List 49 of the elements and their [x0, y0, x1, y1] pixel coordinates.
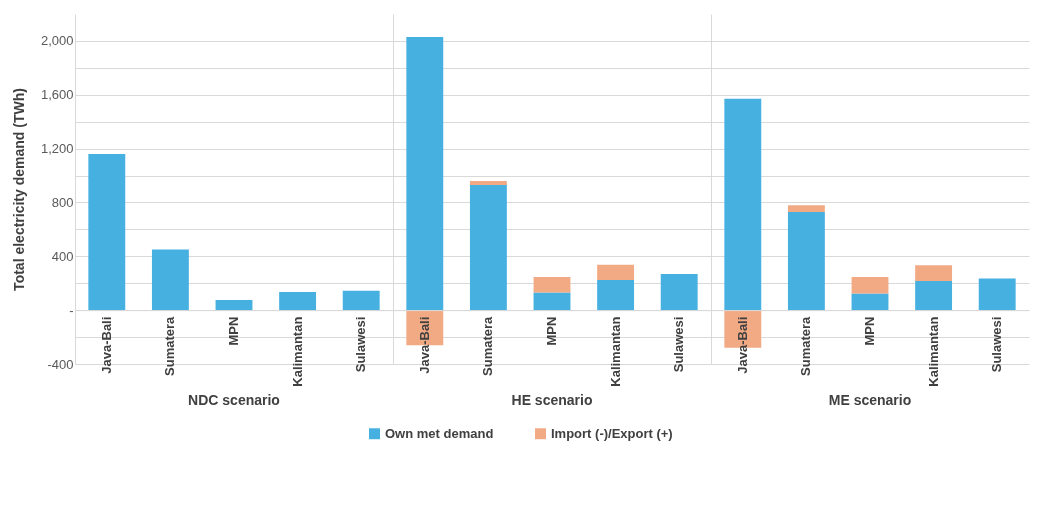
bar [533, 292, 571, 311]
bar [279, 291, 317, 311]
x-axis-title: NDC scenario [188, 392, 280, 409]
bar [915, 281, 953, 311]
bar [342, 290, 380, 311]
bar [469, 180, 507, 185]
y-tick-label: - [69, 302, 74, 318]
legend-label: Import (-)/Export (+) [551, 425, 673, 441]
x-tick-label: Kalimantan [607, 316, 623, 387]
bar [88, 154, 126, 311]
y-tick-label: 1,600 [40, 87, 74, 103]
x-tick-label: Sulawesi [353, 316, 369, 373]
bar [660, 273, 698, 311]
y-tick-label: 800 [51, 194, 74, 210]
bar [469, 184, 507, 311]
x-tick-label: Kalimantan [925, 316, 941, 387]
x-tick-label: Java-Bali [734, 316, 750, 374]
legend-label: Own met demand [385, 425, 494, 441]
x-tick-label: Sumatera [162, 315, 178, 376]
x-axis-title: ME scenario [828, 392, 912, 409]
bar [597, 264, 635, 280]
x-tick-label: Sumatera [798, 315, 814, 376]
x-tick-label: Sumatera [480, 315, 496, 376]
bar [915, 265, 953, 282]
bar [851, 293, 889, 311]
y-tick-label: 1,200 [40, 141, 74, 157]
x-tick-label: MPN [862, 316, 877, 346]
bar [151, 249, 189, 311]
x-tick-label: Sulawesi [671, 316, 687, 373]
x-tick-label: MPN [226, 316, 241, 346]
bar [724, 98, 762, 311]
x-tick-label: Sulawesi [989, 316, 1005, 373]
bar [978, 278, 1016, 311]
bar [406, 36, 444, 311]
x-tick-label: Java-Bali [98, 316, 114, 374]
bar [215, 300, 253, 311]
x-tick-label: MPN [544, 316, 559, 346]
x-tick-label: Java-Bali [416, 316, 432, 374]
y-axis-title: Total electricity demand (TWh) [10, 88, 27, 291]
bar [597, 280, 635, 311]
bar [851, 276, 889, 294]
x-tick-label: Kalimantan [289, 316, 305, 387]
bar [787, 211, 825, 311]
y-tick-label: 2,000 [40, 33, 74, 49]
y-tick-label: -400 [47, 356, 74, 372]
y-tick-label: 400 [51, 248, 74, 264]
bar [787, 205, 825, 212]
x-axis-title: HE scenario [511, 392, 593, 409]
bar [533, 276, 571, 293]
